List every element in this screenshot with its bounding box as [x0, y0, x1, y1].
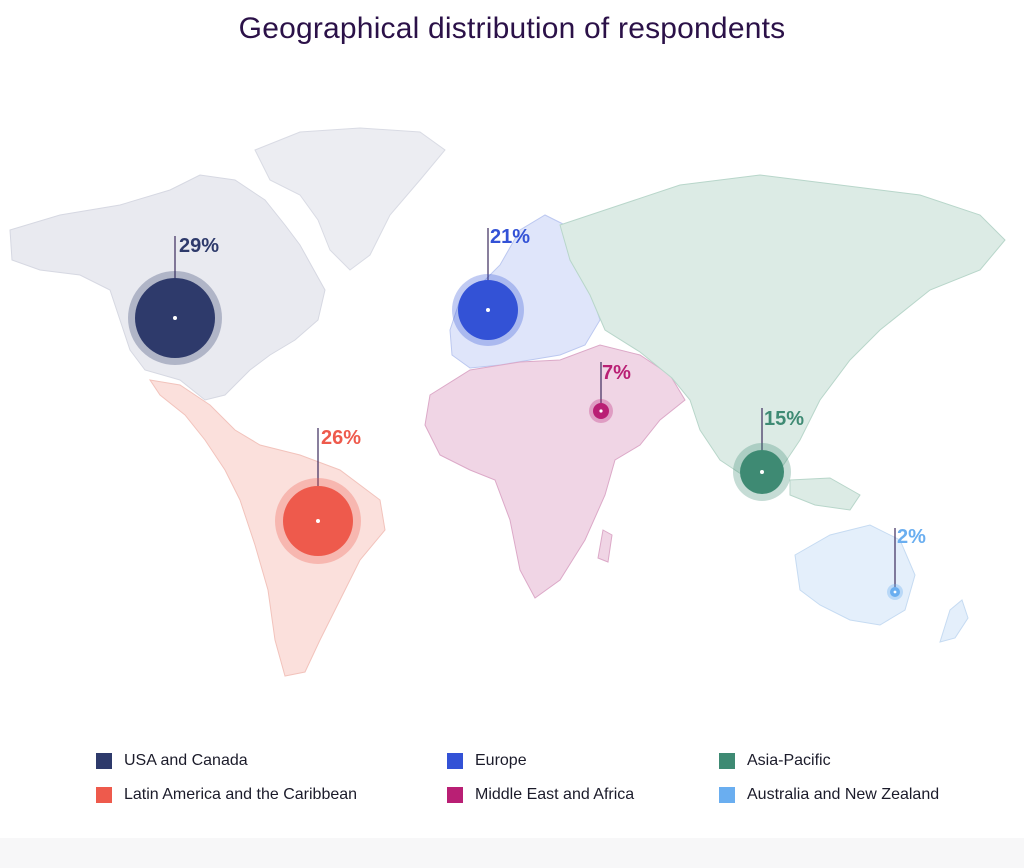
footer-strip: [0, 838, 1024, 868]
legend-item-asia-pacific: Asia-Pacific: [719, 752, 831, 770]
legend-label: USA and Canada: [124, 752, 248, 769]
legend-item-latin-america: Latin America and the Caribbean: [96, 786, 357, 804]
legend-item-middle-east-africa: Middle East and Africa: [447, 786, 634, 804]
marker-europe: 21%: [452, 226, 530, 346]
marker-middle-east-africa: 7%: [589, 362, 631, 423]
legend-item-europe: Europe: [447, 752, 527, 770]
land-asia: [559, 174, 1006, 481]
land-new-zealand: [939, 599, 969, 643]
legend: USA and Canada Latin America and the Car…: [0, 748, 1024, 818]
world-map: 29% 21% 7% 15% 26% 2%: [9, 127, 1006, 677]
label-latin-america: 26%: [321, 427, 361, 449]
legend-swatch: [447, 787, 463, 803]
label-europe: 21%: [490, 226, 530, 248]
land-australia: [794, 524, 916, 626]
legend-item-usa-canada: USA and Canada: [96, 752, 248, 770]
legend-label: Latin America and the Caribbean: [124, 786, 358, 803]
marker-asia-pacific: 15%: [733, 408, 804, 501]
land-greenland: [254, 127, 446, 271]
legend-label: Australia and New Zealand: [747, 786, 940, 803]
page-title: Geographical distribution of respondents: [238, 12, 786, 45]
marker-australia-nz: 2%: [887, 526, 926, 600]
label-asia-pacific: 15%: [764, 408, 804, 430]
legend-swatch: [719, 753, 735, 769]
marker-latin-america: 26%: [275, 427, 361, 564]
land-madagascar: [597, 529, 613, 563]
legend-swatch: [96, 787, 112, 803]
legend-label: Europe: [475, 752, 527, 769]
marker-usa-canada: 29%: [128, 235, 222, 365]
label-australia-nz: 2%: [897, 526, 926, 548]
land-latin-america: [148, 379, 386, 677]
legend-swatch: [96, 753, 112, 769]
legend-label: Middle East and Africa: [475, 786, 635, 803]
land-middle-east-africa: [424, 344, 686, 599]
legend-swatch: [447, 753, 463, 769]
land-se-asia-islands: [789, 477, 861, 511]
legend-label: Asia-Pacific: [747, 752, 831, 769]
legend-swatch: [719, 787, 735, 803]
label-usa-canada: 29%: [179, 235, 219, 257]
legend-item-australia-nz: Australia and New Zealand: [719, 786, 939, 804]
label-middle-east-africa: 7%: [602, 362, 631, 384]
